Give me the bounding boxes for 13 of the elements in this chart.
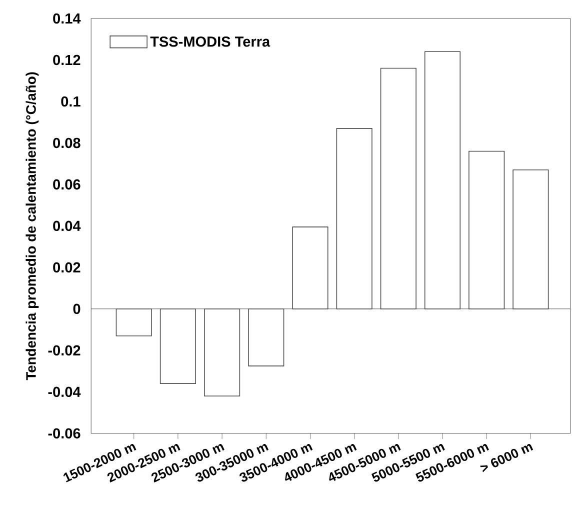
y-tick-label: -0.06 — [48, 428, 80, 438]
y-tick-label: 0.14 — [53, 13, 81, 24]
y-tick-label: 0.08 — [53, 138, 80, 148]
y-tick-label: 0 — [73, 304, 80, 314]
y-tick-label: 0.02 — [53, 262, 80, 272]
legend-label: TSS-MODIS Terra — [150, 36, 270, 47]
y-tick-label: 0.06 — [53, 179, 80, 190]
y-tick-label: 0.12 — [53, 54, 80, 65]
y-tick-label: -0.04 — [48, 386, 81, 397]
y-tick-label: -0.02 — [48, 345, 80, 356]
y-tick-label: 0.1 — [61, 96, 80, 106]
y-tick-label: 0.04 — [53, 220, 81, 231]
y-axis-title: Tendencia promedio de calentamiento (°C/año) — [26, 72, 39, 380]
